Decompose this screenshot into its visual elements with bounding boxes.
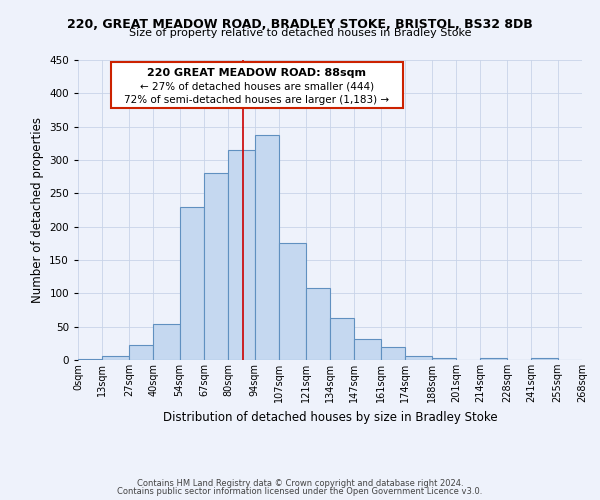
Bar <box>204 174 229 360</box>
Text: 220, GREAT MEADOW ROAD, BRADLEY STOKE, BRISTOL, BS32 8DB: 220, GREAT MEADOW ROAD, BRADLEY STOKE, B… <box>67 18 533 30</box>
Bar <box>355 340 381 360</box>
Text: 220 GREAT MEADOW ROAD: 88sqm: 220 GREAT MEADOW ROAD: 88sqm <box>148 68 367 78</box>
FancyBboxPatch shape <box>111 62 403 108</box>
Bar <box>229 150 255 360</box>
Text: ← 27% of detached houses are smaller (444): ← 27% of detached houses are smaller (44… <box>140 82 374 92</box>
Bar <box>153 324 179 360</box>
Bar <box>381 348 405 360</box>
Text: Contains public sector information licensed under the Open Government Licence v3: Contains public sector information licen… <box>118 487 482 496</box>
Bar <box>129 346 153 360</box>
Bar <box>531 358 557 360</box>
Text: Contains HM Land Registry data © Crown copyright and database right 2024.: Contains HM Land Registry data © Crown c… <box>137 478 463 488</box>
Bar <box>103 356 129 360</box>
Text: Size of property relative to detached houses in Bradley Stoke: Size of property relative to detached ho… <box>129 28 471 38</box>
X-axis label: Distribution of detached houses by size in Bradley Stoke: Distribution of detached houses by size … <box>163 410 497 424</box>
Bar <box>179 206 204 360</box>
Text: 72% of semi-detached houses are larger (1,183) →: 72% of semi-detached houses are larger (… <box>124 95 389 105</box>
Bar <box>330 318 355 360</box>
Bar <box>431 358 456 360</box>
Bar <box>305 288 330 360</box>
Bar <box>78 358 103 360</box>
Bar <box>255 134 279 360</box>
Bar <box>279 244 305 360</box>
Y-axis label: Number of detached properties: Number of detached properties <box>31 117 44 303</box>
Bar <box>481 358 507 360</box>
Bar <box>405 356 431 360</box>
